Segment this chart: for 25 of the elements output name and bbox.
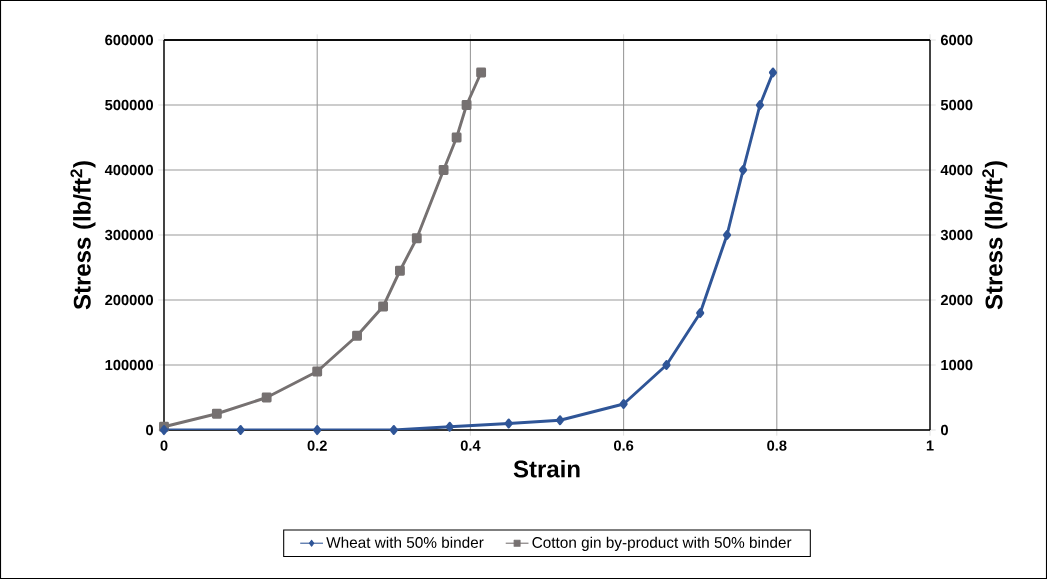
x-tick-label: 0.2 [307, 440, 327, 451]
y-tick-label: 400000 [104, 164, 153, 176]
y2-axis-title: Stress (lb/ft$^{2}$) [982, 161, 1008, 310]
y2-tick-label: 2000 [940, 294, 973, 306]
x-tick-label: 0 [160, 440, 168, 451]
y2-tick-label: 6000 [940, 34, 973, 46]
y2-tick-label: 4000 [940, 164, 973, 176]
y-tick-label: 100000 [105, 359, 153, 371]
y2-tick-label: 5000 [940, 99, 973, 111]
y-tick-label: 0 [146, 424, 153, 436]
y2-tick-label: 0 [940, 424, 948, 436]
x-tick-label: 1 [926, 440, 934, 451]
y-tick-label: 500000 [105, 99, 153, 111]
x-axis-title: Strain [513, 459, 580, 478]
x-tick-label: 0.8 [767, 440, 787, 451]
y-tick-label: 200000 [105, 294, 153, 306]
legend-label: Cotton gin by-product with 50% binder [532, 536, 792, 551]
x-tick-label: 0.6 [613, 440, 634, 451]
y2-tick-label: 1000 [941, 359, 973, 371]
y-axis-title: Stress (lb/ft$^{2}$) [70, 161, 96, 310]
x-tick-label: 0.4 [460, 440, 481, 451]
y-tick-label: 300000 [104, 229, 153, 241]
y2-tick-label: 3000 [940, 229, 973, 241]
y-tick-label: 600000 [105, 34, 153, 46]
legend-label: Wheat with 50% binder [326, 536, 484, 548]
